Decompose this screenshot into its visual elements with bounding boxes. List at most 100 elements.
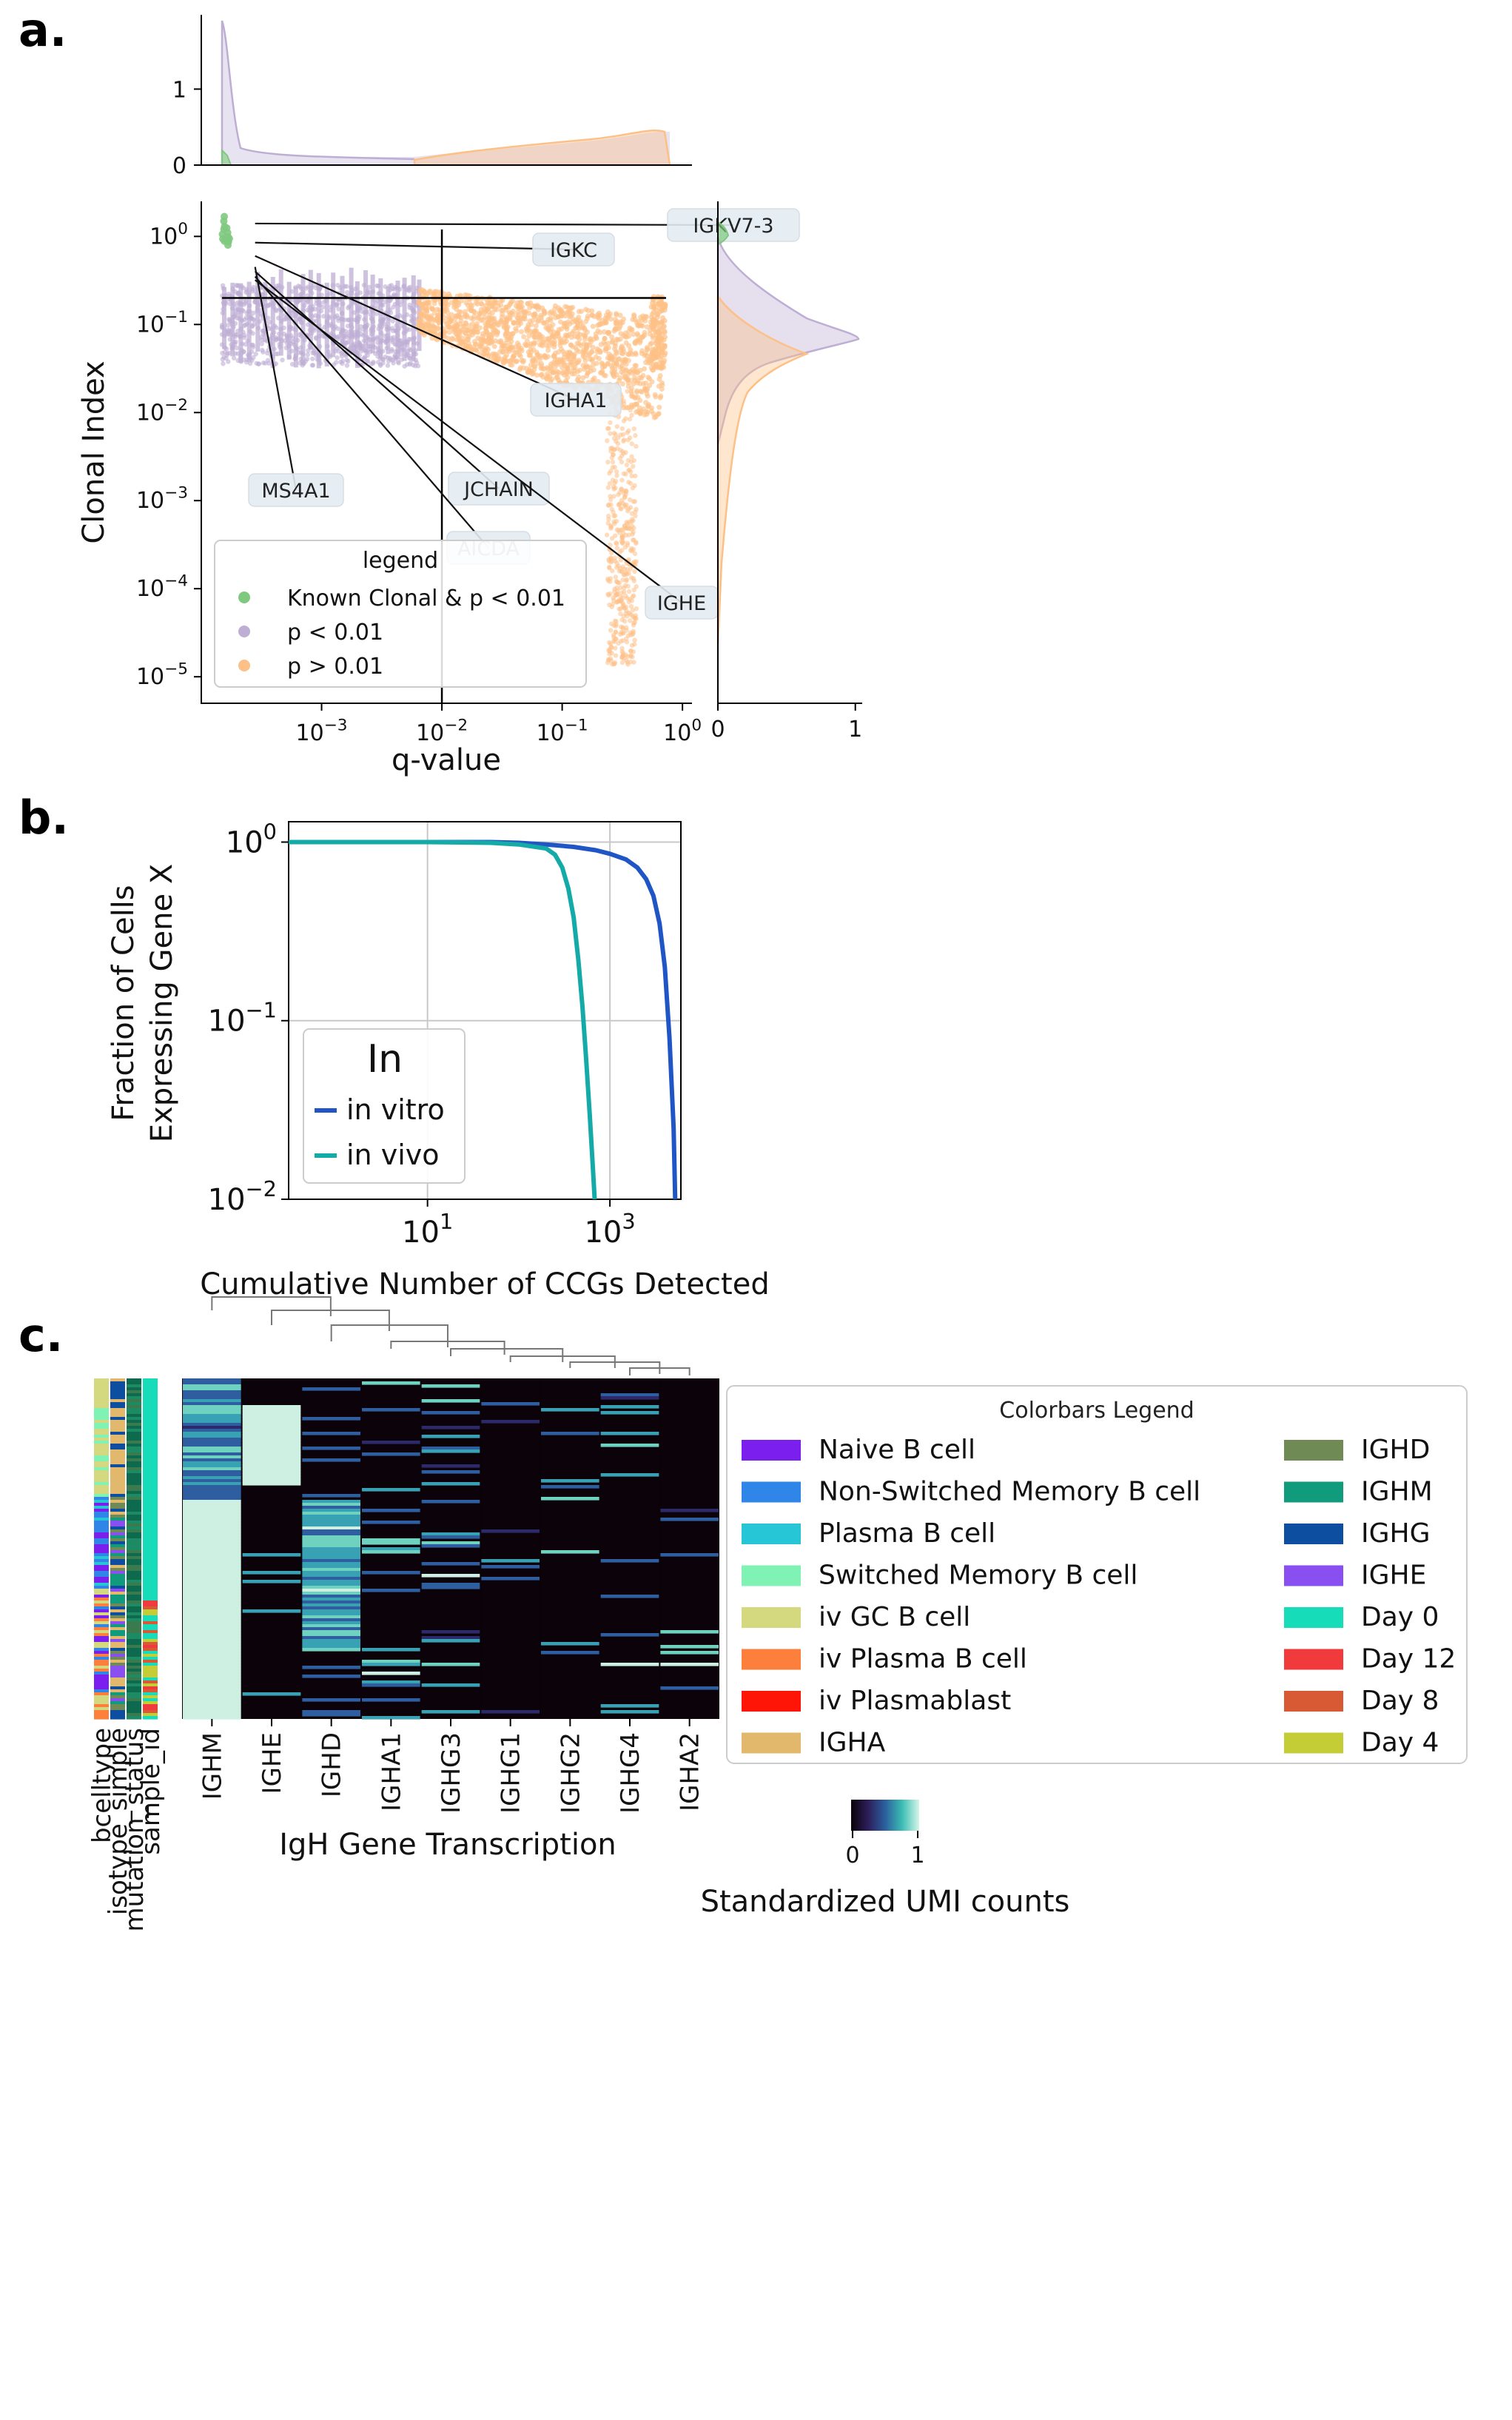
column-label-ighm: IGHM [198, 1732, 227, 1800]
legend-entry-day-12: Day 12 [1284, 1644, 1456, 1675]
scatter-ticks: 10−3 10−2 10−1 100 100 10−1 10−2 10−3 10−4 10−5 [136, 220, 702, 746]
annotation-igkv7-3: IGKV7-3 [693, 215, 773, 238]
series-lines [289, 839, 678, 1200]
svg-text:IGHE: IGHE [1361, 1561, 1426, 1591]
y-tick-2: 10−2 [208, 1176, 277, 1217]
x-tick-1: 103 [584, 1209, 635, 1250]
column-label-ighe: IGHE [258, 1732, 287, 1794]
legend-entry-iv-gc-b-cell: iv GC B cell [742, 1602, 970, 1632]
panel-b-label: b. [19, 791, 69, 845]
legend-entry-plasma-b-cell: Plasma B cell [742, 1518, 995, 1549]
x-axis-label: Cumulative Number of CCGs Detected [200, 1267, 769, 1301]
track-bcelltype [94, 1378, 109, 1720]
top-marginal-tick-1: 1 [172, 77, 187, 103]
svg-text:Naive B cell: Naive B cell [819, 1435, 975, 1465]
legend-entry-day-0: Day 0 [1284, 1602, 1439, 1632]
y-tick-1: 10−1 [208, 998, 277, 1039]
track-label-sample-id: sample_id [136, 1728, 166, 1855]
svg-text:IGHD: IGHD [1361, 1435, 1430, 1465]
legend-label-in-vitro: in vitro [346, 1093, 445, 1126]
right-marginal-tick-0: 0 [710, 717, 725, 743]
svg-text:iv Plasma B cell: iv Plasma B cell [819, 1644, 1027, 1675]
series-line-in-vivo [289, 839, 597, 1200]
x-axis-label: q-value [392, 743, 501, 777]
legend-entry-ighe: IGHE [1284, 1561, 1426, 1591]
y-tick-3: 10−3 [136, 484, 188, 514]
column-label-ighg4: IGHG4 [616, 1732, 645, 1814]
line-legend: In in vitro in vivo [303, 1028, 466, 1184]
annotation-igkc: IGKC [550, 239, 597, 262]
svg-text:Day 0: Day 0 [1361, 1602, 1439, 1632]
legend-title: Colorbars Legend [999, 1398, 1194, 1424]
dendrogram [211, 1296, 691, 1375]
panel-c-label: c. [19, 1308, 63, 1362]
y-tick-5: 10−5 [136, 660, 188, 691]
scatter-axes [201, 201, 692, 704]
y-axis-label-line2: Expressing Gene X [145, 864, 179, 1142]
legend-entry-naive-b-cell: Naive B cell [742, 1435, 975, 1465]
gene-annotations: IGKV7-3IGKCIGHA1MS4A1JCHAINAICDAIGHE [248, 208, 800, 620]
colorbar-tracks [94, 1378, 158, 1720]
colorbar: 0 1 Standardized UMI counts [701, 1800, 1070, 1919]
y-axis-label: Clonal Index [77, 361, 111, 543]
svg-text:Day 12: Day 12 [1361, 1644, 1456, 1675]
annotation-ms4a1: MS4A1 [261, 480, 330, 503]
legend-entry-non-switched-memory-b-cell: Non-Switched Memory B cell [742, 1477, 1200, 1507]
legend-entry-day-4: Day 4 [1284, 1728, 1439, 1758]
x-axis-label: IgH Gene Transcription [279, 1828, 616, 1862]
panel-c-heatmap: bcelltypeisotype_simplemutation_statussa… [87, 1296, 1468, 1931]
column-label-ighg1: IGHG1 [497, 1732, 526, 1814]
legend-label-known-clonal: Known Clonal & p < 0.01 [287, 586, 565, 611]
x-tick-1: 10−2 [416, 717, 468, 747]
y-tick-4: 10−4 [136, 572, 188, 603]
y-tick-1: 10−1 [136, 308, 188, 338]
heatmap-cells [182, 1378, 719, 1720]
svg-text:Plasma B cell: Plasma B cell [819, 1518, 995, 1549]
scatter-legend: legend Known Clonal & p < 0.01 p < 0.01 … [214, 540, 587, 688]
legend-title: In [367, 1037, 403, 1082]
y-axis-label-line1: Fraction of Cells [107, 885, 141, 1121]
column-label-igha1: IGHA1 [377, 1732, 406, 1811]
colorbar-label: Standardized UMI counts [701, 1885, 1070, 1919]
panel-a-scatter: 01 IGKV7-3IGKCIGHA1MS4A1JCHAINAICDAIGHE … [77, 15, 862, 777]
legend-entry-iv-plasmablast: iv Plasmablast [742, 1686, 1011, 1716]
track-labels: bcelltypeisotype_simplemutation_statussa… [87, 1728, 166, 1931]
legend-swatch-p-high [238, 660, 250, 671]
track-mutation-status [127, 1378, 141, 1720]
legend-entry-ighg: IGHG [1284, 1518, 1430, 1549]
colorbar-min: 0 [845, 1843, 859, 1868]
column-label-ighg3: IGHG3 [437, 1732, 466, 1814]
track-isotype-simple [110, 1378, 125, 1720]
plot-frame [288, 821, 682, 1200]
x-tick-2: 10−1 [537, 717, 588, 747]
column-label-ighg2: IGHG2 [556, 1732, 585, 1814]
track-label-bcelltype: bcelltype [87, 1728, 117, 1843]
svg-text:Day 4: Day 4 [1361, 1728, 1439, 1758]
panel-a-label: a. [19, 3, 67, 57]
x-tick-0: 101 [402, 1209, 453, 1250]
y-tick-0: 100 [226, 819, 277, 859]
legend-entry-switched-memory-b-cell: Switched Memory B cell [742, 1561, 1138, 1591]
annotation-igha1: IGHA1 [545, 389, 608, 412]
y-tick-2: 10−2 [136, 396, 188, 426]
legend-swatch-p-low [238, 626, 250, 637]
track-label-isotype-simple: isotype_simple [104, 1728, 133, 1915]
svg-text:iv GC B cell: iv GC B cell [819, 1602, 970, 1632]
legend-entry-ighm: IGHM [1284, 1477, 1433, 1507]
legend-entry-igha: IGHA [742, 1728, 886, 1758]
legend-entry-day-8: Day 8 [1284, 1686, 1439, 1716]
column-label-igha2: IGHA2 [676, 1732, 705, 1811]
legend-label-p-low: p < 0.01 [287, 620, 383, 646]
colorbar-max: 1 [910, 1843, 924, 1868]
svg-text:IGHA: IGHA [819, 1728, 886, 1758]
column-labels: IGHM IGHE IGHD IGHA1 IGHG3 IGHG1 IGHG2 IGHG4 IGH… [198, 1719, 705, 1814]
legend-swatch-known-clonal [238, 591, 250, 603]
legend-entry-iv-plasma-b-cell: iv Plasma B cell [742, 1644, 1027, 1675]
track-label-mutation-status: mutation_status [120, 1728, 149, 1931]
right-marginal-tick-1: 1 [848, 717, 862, 743]
x-tick-3: 100 [663, 717, 702, 747]
svg-text:Day 8: Day 8 [1361, 1686, 1439, 1716]
heatmap-legend: Colorbars Legend Naive B cell Non-Switche… [726, 1385, 1468, 1764]
